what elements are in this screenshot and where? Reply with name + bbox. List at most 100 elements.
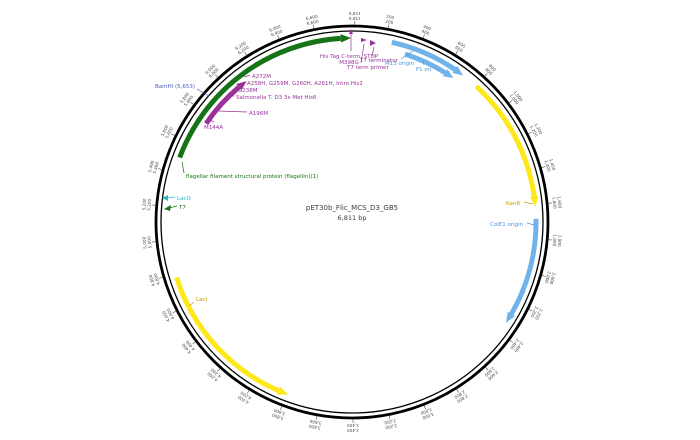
tick-6400-mark xyxy=(277,35,280,40)
laco-label-leader xyxy=(166,196,176,199)
a196m-label-leader xyxy=(218,110,248,113)
tick-800: 800800 xyxy=(484,63,497,76)
tick-5800: 5,8005,800 xyxy=(179,91,194,107)
t7-term-primer-label[interactable]: T7 term primer xyxy=(346,65,389,71)
tick-2800: 2,8002,800 xyxy=(453,389,469,404)
tick-4000-mark xyxy=(246,389,250,394)
f1-ori-arrowhead xyxy=(443,69,454,79)
laco-marker[interactable] xyxy=(162,195,168,201)
tick-5000: 5,0005,000 xyxy=(141,236,152,249)
cole1-origin-arrowhead xyxy=(505,311,515,323)
tick-3200-mark xyxy=(388,415,391,420)
tick-6000: 6,0006,000 xyxy=(204,63,220,79)
tick-200: 200200 xyxy=(385,14,395,25)
tick-6400: 6,4006,400 xyxy=(268,24,283,38)
tick-600: 600600 xyxy=(454,40,466,53)
laci-arc[interactable] xyxy=(174,276,280,394)
tick-1000-mark xyxy=(508,100,513,104)
a196m-label[interactable]: A196M xyxy=(249,111,268,117)
tick-labels: 200200 400400 600600 800800 1,0001,000 1,2001… xyxy=(141,11,562,433)
flagellin-cds-arc[interactable] xyxy=(177,35,341,159)
laci-label[interactable]: LacI xyxy=(196,297,207,303)
tick-2800-mark xyxy=(456,388,459,393)
a272m-label[interactable]: A272M xyxy=(252,74,271,80)
tick-3800-mark xyxy=(280,405,283,410)
a272m-label-leader xyxy=(243,74,251,78)
m13-origin-arc[interactable] xyxy=(391,39,457,72)
plasmid-ring xyxy=(154,24,550,420)
m13-origin-arrowhead xyxy=(452,65,464,76)
tick-2000: 2,0002,000 xyxy=(544,271,557,286)
flagellin-label[interactable]: flagellar filament structural protein (f… xyxy=(186,174,318,180)
tick-4200-mark xyxy=(217,368,221,372)
tick-1000: 1,0001,000 xyxy=(509,90,524,106)
t7-label-leader xyxy=(168,205,178,209)
cole1-label-leader xyxy=(526,222,535,226)
kanr-label[interactable]: KanR xyxy=(506,201,520,207)
salmonella-label[interactable]: Salmonella T. D3 3x Met His6 xyxy=(236,95,317,101)
tick-400: 400400 xyxy=(421,24,432,36)
t7-promoter-marker[interactable] xyxy=(164,205,171,211)
tick-2400-mark xyxy=(509,339,514,343)
m144a-label[interactable]: M144A xyxy=(204,125,223,131)
ring-outer-circle xyxy=(154,24,550,420)
tick-800-mark xyxy=(484,73,488,77)
histag-label[interactable]: His Tag C-term, STOP M398G xyxy=(320,54,379,66)
f1-ori-label-leader xyxy=(422,60,425,66)
kanr-arrowhead xyxy=(530,195,539,207)
g238m-label[interactable]: G238M xyxy=(238,88,258,94)
tick-5600: 5,6005,600 xyxy=(160,124,174,139)
t7-label[interactable]: T7 xyxy=(178,205,186,211)
t7-terminator-marker[interactable] xyxy=(370,40,376,46)
plasmid-size: 6,811 bp xyxy=(338,214,367,222)
f1-ori-arc[interactable] xyxy=(404,51,447,75)
his-tag-leader-arrow[interactable] xyxy=(349,29,353,34)
laci-label-leader xyxy=(188,301,195,307)
tick-6600: 6,6006,600 xyxy=(305,14,319,26)
m13-origin-label[interactable]: M13 origin xyxy=(385,61,415,67)
feature-arcs xyxy=(174,34,539,395)
cole1-origin-arc[interactable] xyxy=(509,218,539,316)
tick-3000: 3,0003,000 xyxy=(420,407,435,421)
tick-2400: 2,4002,400 xyxy=(509,338,524,354)
tick-1600: 1,6001,600 xyxy=(552,196,563,209)
laco-label[interactable]: LacO xyxy=(177,196,191,202)
tick-3600-mark xyxy=(315,415,318,420)
salmonella-d3-arc[interactable] xyxy=(204,85,241,125)
tick-2200: 2,2002,200 xyxy=(529,306,543,321)
kanr-arc[interactable] xyxy=(474,84,537,197)
t7-term-primer-label-leader xyxy=(360,43,365,64)
kanr-label-leader xyxy=(523,201,534,205)
tick-1200-mark xyxy=(528,131,532,135)
a258h-label[interactable]: A258H, G259M, G260H, A261H, Intro His2 xyxy=(247,81,363,87)
tick-4800: 4,8004,800 xyxy=(148,272,161,287)
m13-origin-label-leader xyxy=(400,50,414,60)
t7-term-primer-marker[interactable] xyxy=(361,38,367,42)
tick-4200: 4,2004,200 xyxy=(206,367,222,383)
tick-400-mark xyxy=(422,34,425,39)
t7-terminator-label[interactable]: T7 terminator xyxy=(359,58,399,64)
tick-6200: 6,2006,200 xyxy=(234,40,250,55)
tick-5200: 5,2005,200 xyxy=(141,198,152,211)
tick-3400: 3,4003,400 xyxy=(347,423,359,433)
f1-ori-label[interactable]: F1 ori xyxy=(416,67,432,73)
tick-4400: 4,4004,400 xyxy=(181,339,196,355)
tick-1400: 1,4001,400 xyxy=(544,158,557,173)
tick-4800-mark xyxy=(158,276,163,279)
tick-5600-mark xyxy=(171,133,176,136)
bamhi-label[interactable]: BamHI (5,653) xyxy=(155,84,195,90)
tick-3600: 3,6003,600 xyxy=(308,419,322,431)
tick-1800: 1,8001,800 xyxy=(552,234,563,247)
tick-2600-mark xyxy=(485,366,489,371)
cole1-label[interactable]: ColE1 origin xyxy=(490,222,524,228)
tick-4600: 4,6004,600 xyxy=(161,307,175,323)
tick-origin: 6,8116,811 xyxy=(349,11,361,21)
tick-3800: 3,8003,800 xyxy=(271,408,286,422)
t7-terminator-label-leader xyxy=(371,46,375,57)
tick-5400: 5,4005,400 xyxy=(147,160,160,175)
tick-4600-mark xyxy=(172,310,177,314)
tick-2000-mark xyxy=(541,275,546,277)
m144a-label-leader xyxy=(209,119,215,123)
